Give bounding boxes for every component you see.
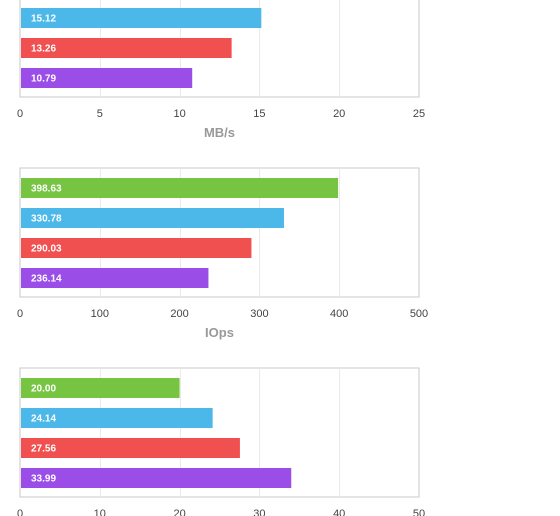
- latency-chart-bar-label: 33.99: [31, 474, 56, 485]
- iops-chart-bar: [21, 208, 284, 228]
- latency-chart-tick-label: 50: [413, 508, 425, 516]
- iops-chart-bar: [21, 238, 252, 258]
- throughput-chart-tick-label: 0: [17, 108, 23, 120]
- throughput-chart-bar: [21, 8, 262, 28]
- iops-chart-bar: [21, 178, 339, 198]
- latency-chart-bar-label: 24.14: [31, 414, 56, 425]
- iops-chart-tick-label: 500: [410, 308, 428, 320]
- throughput-chart-tick-label: 10: [173, 108, 185, 120]
- iops-chart-bar-label: 398.63: [31, 184, 62, 195]
- iops-chart-axis-title: IOps: [205, 325, 234, 340]
- throughput-chart-bar: [21, 38, 232, 58]
- latency-chart-bar: [21, 468, 292, 488]
- iops-chart-tick-label: 300: [250, 308, 268, 320]
- throughput-chart-axis-title: MB/s: [204, 125, 235, 140]
- iops-chart-tick-label: 200: [170, 308, 188, 320]
- latency-chart-bar: [21, 378, 180, 398]
- latency-chart-tick-label: 10: [94, 508, 106, 516]
- latency-chart-tick-label: 20: [173, 508, 185, 516]
- throughput-chart-tick-label: 25: [413, 108, 425, 120]
- iops-chart-tick-label: 0: [17, 308, 23, 320]
- throughput-chart-bar: [21, 68, 193, 88]
- iops-chart-bar-label: 236.14: [31, 274, 62, 285]
- throughput-chart-tick-label: 15: [253, 108, 265, 120]
- latency-chart-bar: [21, 408, 213, 428]
- iops-chart-bar-label: 330.78: [31, 214, 62, 225]
- latency-chart-tick-label: 0: [17, 508, 23, 516]
- iops-chart-bar-label: 290.03: [31, 244, 62, 255]
- latency-chart-tick-label: 40: [333, 508, 345, 516]
- throughput-chart-tick-label: 20: [333, 108, 345, 120]
- latency-chart-tick-label: 30: [253, 508, 265, 516]
- latency-chart-bar-label: 20.00: [31, 384, 56, 395]
- throughput-chart-bar-label: 13.26: [31, 44, 56, 55]
- iops-chart-tick-label: 400: [330, 308, 348, 320]
- throughput-chart-tick-label: 5: [97, 108, 103, 120]
- latency-chart-bar: [21, 438, 240, 458]
- throughput-chart-bar-label: 15.12: [31, 14, 56, 25]
- iops-chart-tick-label: 100: [91, 308, 109, 320]
- iops-chart-bar: [21, 268, 209, 288]
- throughput-chart-bar-label: 10.79: [31, 74, 56, 85]
- latency-chart-bar-label: 27.56: [31, 444, 56, 455]
